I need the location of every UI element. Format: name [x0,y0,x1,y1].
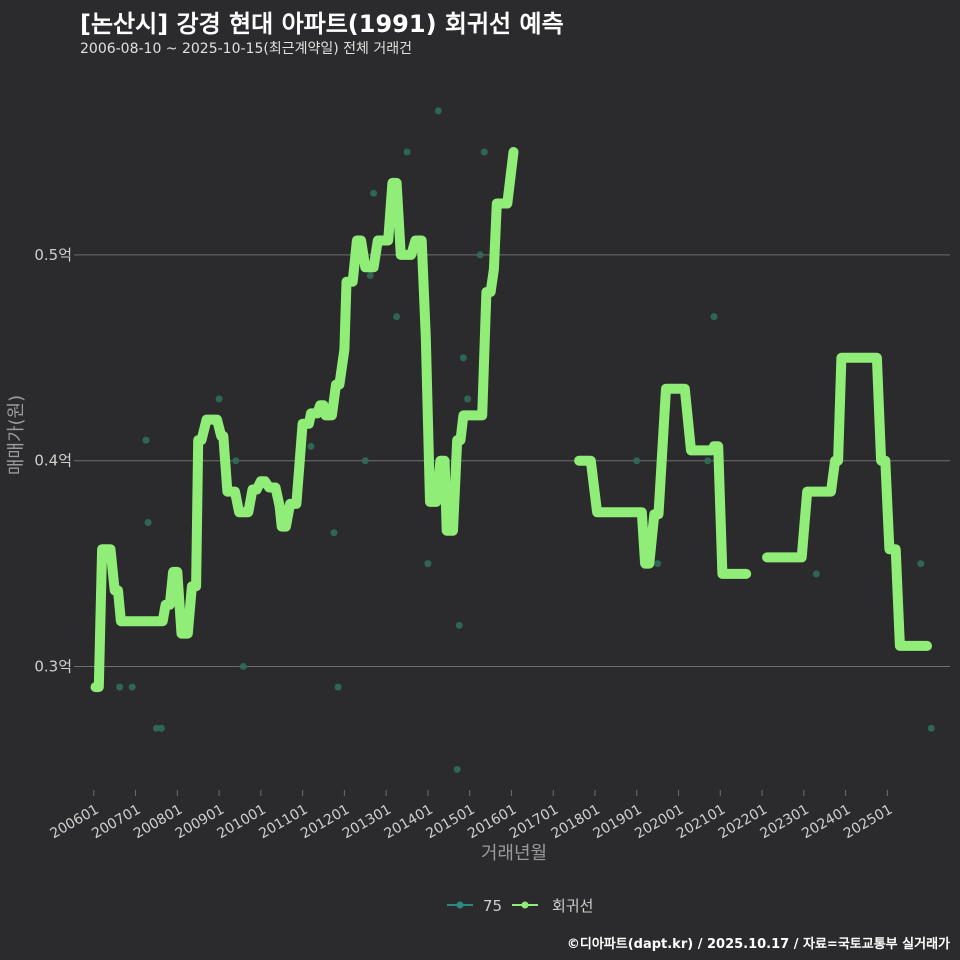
data-point [403,148,411,156]
regression-line-segment [90,147,519,693]
data-point [710,313,718,321]
data-point [307,442,315,450]
scatter-points [116,107,935,773]
data-point [232,457,240,465]
chart-subtitle: 2006-08-10 ~ 2025-10-15(최근계약일) 전체 거래건 [80,41,412,57]
data-point [366,272,374,280]
gridlines [80,254,950,668]
data-point [917,560,925,568]
data-point [142,436,150,444]
chart-title: [논산시] 강경 현대 아파트(1991) 회귀선 예측 [80,10,564,38]
x-axis-label: 거래년월 [481,843,547,864]
data-point [464,395,472,403]
data-point [157,724,165,732]
legend-item-line[interactable]: 회귀선 [512,897,593,915]
data-point [459,354,467,362]
data-point [704,457,712,465]
data-point [633,457,641,465]
footer-credit: ©디아파트(dapt.kr) / 2025.10.17 / 자료=국토교통부 실… [566,937,950,952]
data-point [393,313,401,321]
data-point [434,107,442,115]
data-point [453,765,461,773]
y-axis-label: 매매가(원) [6,395,27,475]
x-axis: 2006012007012008012009012010012011012012… [47,790,895,842]
data-point [330,529,338,537]
data-point [239,663,247,671]
regression-line-segment [762,352,932,651]
data-point [144,518,152,526]
regression-line-segment [574,383,752,579]
data-point [116,683,124,691]
legend-label-line: 회귀선 [552,897,593,915]
data-point [370,189,378,197]
legend: 75 회귀선 [447,897,593,915]
regression-lines [90,147,932,693]
y-axis: 0.3억 0.4억 0.5억 [34,246,80,676]
data-point [361,457,369,465]
data-point [152,724,160,732]
y-tick-label: 0.4억 [34,452,72,470]
data-point [424,560,432,568]
data-point [455,621,463,629]
legend-item-points[interactable]: 75 [447,897,502,915]
data-point [128,683,136,691]
data-point [654,560,662,568]
data-point [480,148,488,156]
y-tick-label: 0.5억 [34,246,72,264]
x-tick-label: 202501 [841,802,895,843]
data-point [215,395,223,403]
data-point [927,724,935,732]
data-point [334,683,342,691]
data-point [476,251,484,259]
y-tick-label: 0.3억 [34,658,72,676]
data-point [812,570,820,578]
legend-label-points: 75 [483,897,502,915]
